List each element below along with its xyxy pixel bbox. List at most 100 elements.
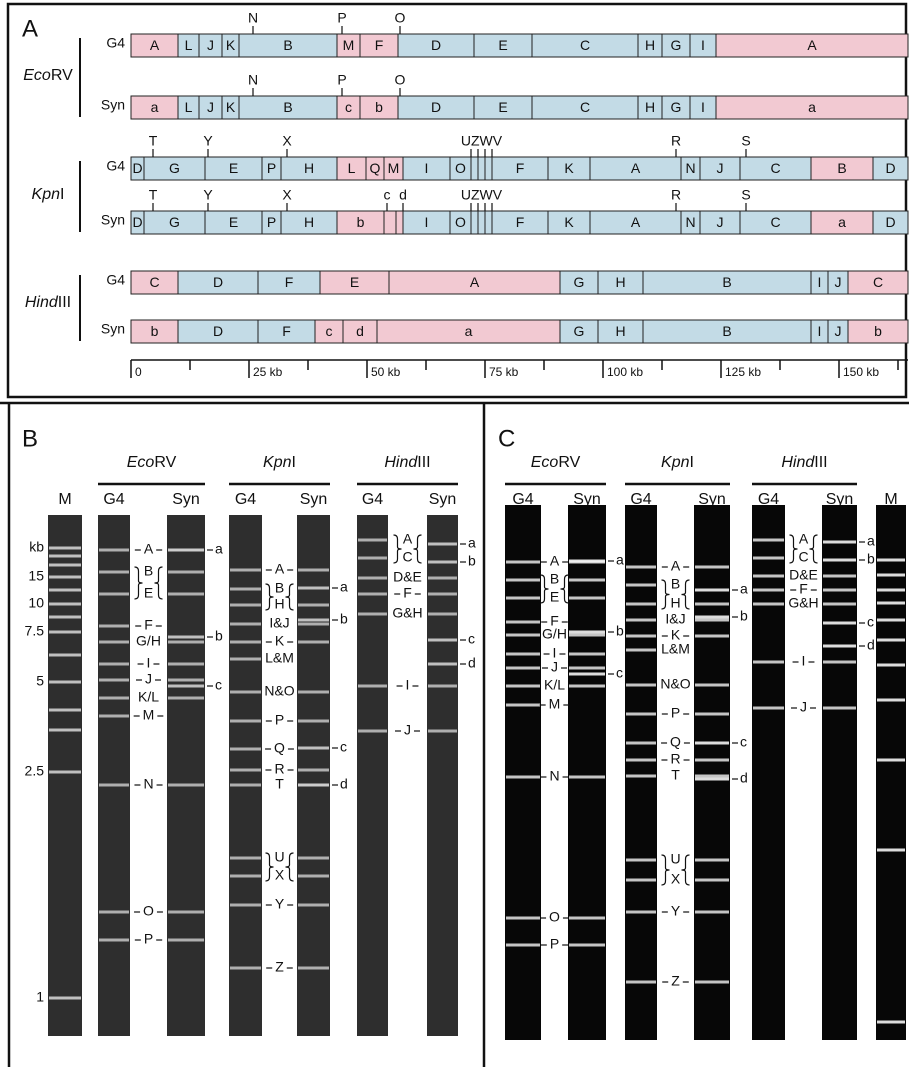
band-label: Q	[274, 740, 285, 756]
gel-band	[230, 569, 261, 572]
gel-band	[358, 539, 387, 542]
segment-label: E	[229, 160, 238, 176]
gel-band	[506, 917, 540, 920]
gel-band	[506, 579, 540, 582]
segment-label: H	[304, 160, 314, 176]
marker-lane	[876, 505, 906, 1040]
segment-label: H	[615, 274, 625, 290]
band-label: Z	[671, 973, 680, 989]
gel-band	[695, 778, 729, 781]
segment-label: G	[169, 214, 180, 230]
gel-band	[626, 566, 656, 569]
track-label: G4	[106, 158, 125, 174]
segment-label: I	[818, 274, 822, 290]
gel-lane	[297, 515, 330, 1036]
enzyme-header: EcoRV	[127, 454, 177, 471]
segment	[478, 157, 485, 180]
gel-band	[506, 667, 540, 670]
site-label: X	[282, 133, 292, 149]
segment-label: F	[375, 37, 384, 53]
band-label: O	[549, 909, 560, 925]
panel-label: C	[498, 425, 515, 452]
band-label: M	[143, 707, 155, 723]
scale-label: 50 kb	[371, 365, 401, 379]
gel-band	[298, 875, 329, 878]
band-label: G&H	[788, 595, 818, 611]
site-label: S	[741, 133, 750, 149]
gel-band	[753, 661, 784, 664]
enzyme-header: HindIII	[781, 454, 827, 471]
marker-band	[877, 619, 905, 622]
scale-label: 0	[135, 365, 142, 379]
segment-label: P	[267, 160, 276, 176]
size-label: 7.5	[25, 623, 45, 639]
size-label: 2.5	[25, 763, 45, 779]
gel-band	[298, 857, 329, 860]
segment-label: H	[645, 37, 655, 53]
segment-label: F	[282, 323, 291, 339]
gel-lane	[752, 505, 785, 1040]
gel-band	[506, 634, 540, 637]
gel-band	[298, 769, 329, 772]
gel-band	[569, 597, 605, 600]
band-label: F	[403, 585, 412, 601]
band-label: a	[215, 541, 223, 557]
gel-band	[298, 967, 329, 970]
marker-band	[49, 654, 81, 657]
gel-band	[298, 623, 329, 626]
gel-band	[695, 603, 729, 606]
gel-band	[230, 904, 261, 907]
band-label: I&J	[665, 611, 685, 627]
enzyme-header: KpnI	[263, 454, 296, 471]
brace	[394, 535, 402, 563]
brace	[135, 567, 143, 599]
band-label: c	[468, 631, 475, 647]
lane-label: Syn	[300, 491, 328, 508]
gel-band	[695, 859, 729, 862]
band-label: a	[616, 552, 624, 568]
segment-label: b	[874, 323, 882, 339]
gel-band	[298, 641, 329, 644]
gel-band	[626, 742, 656, 745]
gel-band	[753, 539, 784, 542]
band-label: c	[616, 665, 623, 681]
gel-band	[230, 588, 261, 591]
gel-band	[230, 875, 261, 878]
enzyme-label: KpnI	[32, 186, 65, 203]
marker-band	[49, 589, 81, 592]
gel-band	[168, 911, 204, 914]
segment-label: A	[470, 274, 480, 290]
brace	[662, 580, 670, 609]
band-label: I	[147, 655, 151, 671]
gel-band	[168, 663, 204, 666]
segment	[485, 211, 492, 234]
band-label: X	[275, 867, 285, 883]
track-label: G4	[106, 272, 125, 288]
gel-band	[168, 679, 204, 682]
band-label: b	[340, 611, 348, 627]
gel-band	[99, 697, 129, 700]
segment-label: M	[388, 160, 400, 176]
segment-label: D	[885, 214, 895, 230]
site-label: R	[671, 133, 681, 149]
gel-band	[506, 685, 540, 688]
gel-band	[230, 784, 261, 787]
band-label: G/H	[136, 633, 161, 649]
marker-band	[49, 576, 81, 579]
lane-label: G4	[362, 491, 383, 508]
gel-band	[626, 759, 656, 762]
segment-label: I	[425, 160, 429, 176]
gel-lane	[568, 505, 606, 1040]
segment-label: c	[326, 323, 333, 339]
marker-lane	[48, 515, 82, 1036]
marker-band	[49, 709, 81, 712]
gel-band	[168, 571, 204, 574]
segment-label: J	[207, 99, 214, 115]
enzyme-label: EcoRV	[23, 67, 73, 84]
gel-band	[506, 704, 540, 707]
segment-label: B	[283, 99, 292, 115]
marker-band	[49, 771, 81, 774]
gel-band	[168, 685, 204, 688]
site-label: X	[282, 187, 292, 203]
gel-band	[428, 730, 457, 733]
